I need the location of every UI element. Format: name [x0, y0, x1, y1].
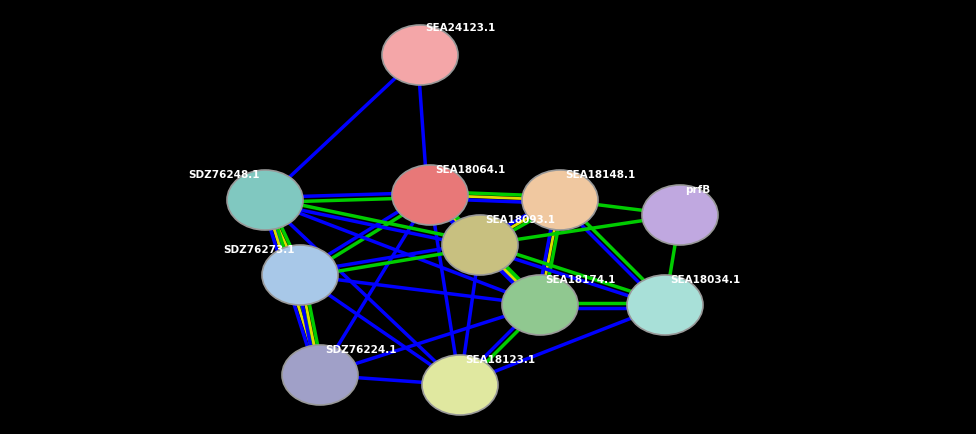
Text: SDZ76224.1: SDZ76224.1 [325, 345, 396, 355]
Ellipse shape [262, 245, 338, 305]
Text: prfB: prfB [685, 185, 711, 195]
Text: SDZ76248.1: SDZ76248.1 [188, 170, 260, 180]
Ellipse shape [382, 25, 458, 85]
Ellipse shape [422, 355, 498, 415]
Text: SEA18174.1: SEA18174.1 [545, 275, 616, 285]
Text: SEA24123.1: SEA24123.1 [425, 23, 495, 33]
Ellipse shape [282, 345, 358, 405]
Ellipse shape [642, 185, 718, 245]
Text: SEA18093.1: SEA18093.1 [485, 215, 555, 225]
Text: SEA18064.1: SEA18064.1 [435, 165, 506, 175]
Text: SEA18034.1: SEA18034.1 [670, 275, 740, 285]
Ellipse shape [442, 215, 518, 275]
Ellipse shape [627, 275, 703, 335]
Ellipse shape [392, 165, 468, 225]
Ellipse shape [502, 275, 578, 335]
Text: SEA18123.1: SEA18123.1 [465, 355, 535, 365]
Ellipse shape [227, 170, 303, 230]
Text: SDZ76273.1: SDZ76273.1 [224, 245, 295, 255]
Text: SEA18148.1: SEA18148.1 [565, 170, 635, 180]
Ellipse shape [522, 170, 598, 230]
